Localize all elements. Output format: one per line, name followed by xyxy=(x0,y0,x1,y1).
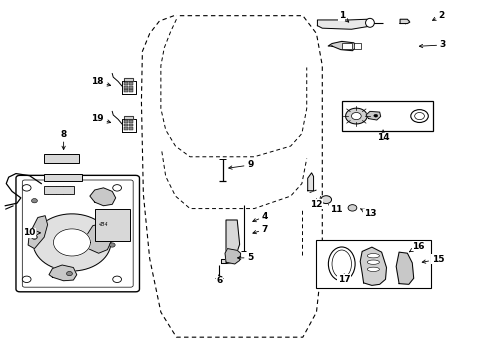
Bar xyxy=(123,82,127,85)
Polygon shape xyxy=(307,173,313,191)
Text: 5: 5 xyxy=(237,253,253,262)
Circle shape xyxy=(22,276,31,283)
Bar xyxy=(123,86,127,89)
Bar xyxy=(128,120,132,123)
Polygon shape xyxy=(90,188,116,206)
Ellipse shape xyxy=(366,253,379,258)
Circle shape xyxy=(31,199,37,203)
Text: 1: 1 xyxy=(338,11,348,22)
Polygon shape xyxy=(317,19,369,29)
Polygon shape xyxy=(327,41,356,51)
Bar xyxy=(128,123,132,126)
Circle shape xyxy=(22,185,31,191)
Polygon shape xyxy=(399,19,409,23)
Bar xyxy=(44,186,74,194)
Bar xyxy=(354,43,361,49)
Bar xyxy=(128,86,132,89)
FancyBboxPatch shape xyxy=(16,175,139,292)
Ellipse shape xyxy=(366,267,379,271)
Bar xyxy=(316,240,430,288)
Circle shape xyxy=(320,196,331,203)
Circle shape xyxy=(113,185,121,191)
Bar xyxy=(128,82,132,85)
Bar xyxy=(123,89,127,92)
Circle shape xyxy=(31,235,37,239)
Bar xyxy=(128,127,132,130)
Text: 16: 16 xyxy=(408,242,424,252)
Text: 11: 11 xyxy=(328,205,342,214)
Text: 2: 2 xyxy=(432,11,444,21)
Polygon shape xyxy=(124,116,132,119)
Ellipse shape xyxy=(365,18,373,27)
Circle shape xyxy=(66,271,72,276)
Text: 10: 10 xyxy=(23,228,41,237)
Bar xyxy=(123,127,127,130)
Polygon shape xyxy=(225,220,239,251)
Bar xyxy=(128,89,132,92)
Ellipse shape xyxy=(366,260,379,264)
Text: 12: 12 xyxy=(309,199,322,209)
Text: 15: 15 xyxy=(421,255,444,264)
Polygon shape xyxy=(122,81,135,94)
Polygon shape xyxy=(53,229,90,256)
Text: 3: 3 xyxy=(419,40,445,49)
Bar xyxy=(341,43,352,49)
Polygon shape xyxy=(33,214,111,271)
Polygon shape xyxy=(122,119,135,132)
Text: 4B4: 4B4 xyxy=(99,222,108,227)
Bar xyxy=(123,120,127,123)
Text: 17: 17 xyxy=(337,274,350,284)
Polygon shape xyxy=(221,259,233,263)
Bar xyxy=(123,123,127,126)
Text: 4: 4 xyxy=(252,212,267,222)
Text: 14: 14 xyxy=(376,130,388,142)
Text: 18: 18 xyxy=(91,77,110,86)
Bar xyxy=(341,102,432,131)
Text: 19: 19 xyxy=(91,114,110,123)
Polygon shape xyxy=(124,78,132,81)
Circle shape xyxy=(347,204,356,211)
Text: 6: 6 xyxy=(216,275,222,285)
Circle shape xyxy=(109,243,115,247)
Polygon shape xyxy=(49,265,77,281)
Text: 7: 7 xyxy=(252,225,267,234)
Bar xyxy=(95,208,129,241)
Circle shape xyxy=(373,114,377,117)
Circle shape xyxy=(351,112,361,120)
Polygon shape xyxy=(360,247,386,285)
Polygon shape xyxy=(395,252,413,284)
Text: 13: 13 xyxy=(360,209,375,219)
Polygon shape xyxy=(224,249,240,264)
Text: 9: 9 xyxy=(228,161,253,170)
Polygon shape xyxy=(85,223,112,253)
Bar xyxy=(44,154,79,163)
Bar xyxy=(44,174,82,181)
Polygon shape xyxy=(366,111,380,120)
Polygon shape xyxy=(345,108,366,124)
Polygon shape xyxy=(28,216,47,249)
Circle shape xyxy=(113,276,121,283)
Text: 8: 8 xyxy=(61,130,67,149)
